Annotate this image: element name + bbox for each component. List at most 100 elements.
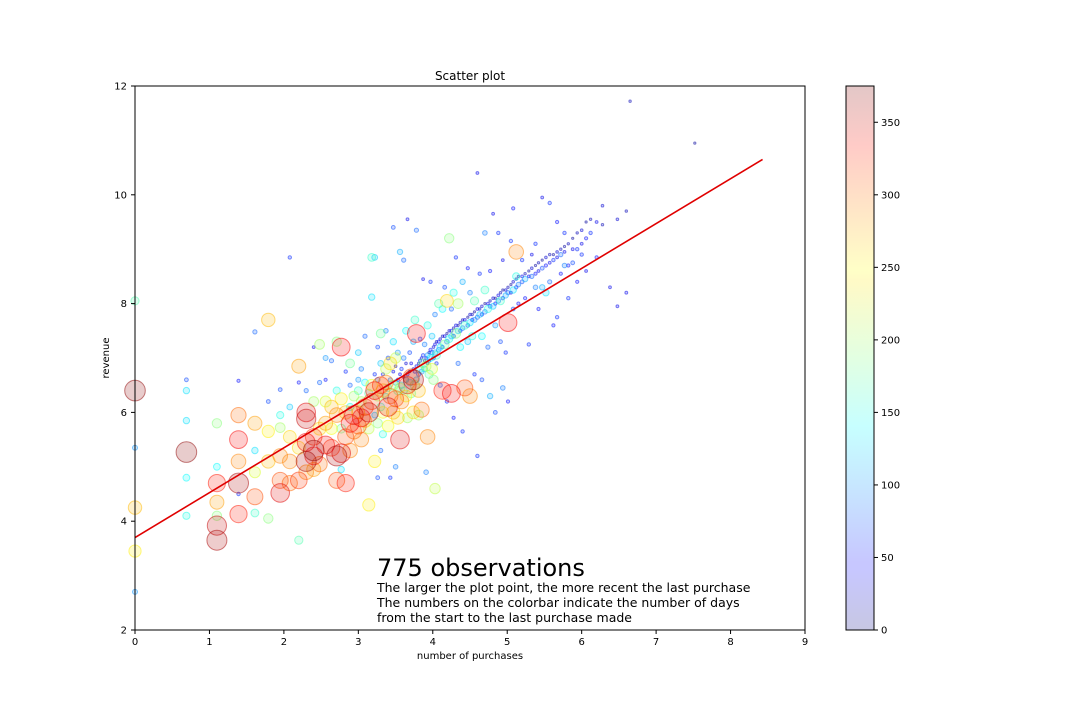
scatter-point [439, 339, 450, 350]
scatter-point [558, 252, 564, 258]
scatter-point [316, 435, 336, 455]
scatter-point [624, 209, 628, 213]
scatter-point [459, 278, 466, 285]
scatter-point [536, 269, 541, 273]
scatter-point [464, 338, 472, 346]
scatter-point [282, 453, 298, 470]
scatter-point [423, 469, 429, 476]
scatter-point [398, 372, 402, 377]
colorbar-tick-label: 50 [881, 553, 894, 564]
scatter-point [391, 369, 396, 374]
y-tick-label: 12 [114, 82, 127, 93]
scatter-point [544, 255, 548, 260]
scatter-point [608, 285, 612, 290]
scatter-point [296, 408, 317, 429]
scatter-point [444, 233, 455, 244]
x-tick-label: 6 [578, 637, 584, 648]
scatter-point [211, 418, 223, 429]
scatter-point [571, 236, 575, 240]
scatter-point [367, 253, 377, 262]
scatter-point [392, 464, 399, 470]
scatter-point [469, 296, 480, 306]
scatter-point [584, 269, 588, 273]
scatter-point [547, 279, 553, 285]
scatter-point [362, 333, 368, 339]
colorbar-tick-label: 250 [881, 263, 900, 274]
scatter-point [388, 475, 393, 480]
scatter-point [236, 378, 241, 383]
y-tick-label: 8 [121, 299, 127, 310]
scatter-point [295, 450, 317, 472]
scatter-point [428, 279, 433, 284]
scatter-point [562, 250, 567, 254]
scatter-point [465, 266, 470, 271]
scatter-point [515, 281, 522, 288]
x-tick-label: 5 [504, 637, 510, 648]
scatter-point [466, 315, 470, 319]
scatter-point [508, 244, 525, 260]
scatter-point [343, 369, 348, 374]
scatter-point [511, 206, 516, 211]
scatter-point [334, 392, 348, 406]
scatter-point [368, 454, 382, 468]
scatter-point [584, 236, 589, 241]
scatter-point [229, 430, 248, 450]
x-axis-label: number of purchases [417, 651, 523, 662]
scatter-point [421, 277, 426, 282]
scatter-point [492, 410, 498, 415]
scatter-point [500, 258, 505, 263]
scatter-point [584, 220, 588, 224]
scatter-point [263, 513, 274, 524]
scatter-point [451, 415, 456, 420]
scatter-point [182, 386, 191, 395]
scatter-point [492, 322, 499, 329]
scatter-point [575, 231, 579, 235]
scatter-point [322, 355, 329, 361]
scatter-point [624, 290, 629, 295]
scatter-point [419, 429, 436, 445]
scatter-point [282, 430, 297, 444]
scatter-point [407, 324, 426, 343]
scatter-point [450, 328, 462, 339]
colorbar-tick-label: 100 [881, 480, 900, 491]
annotation-line-1: The larger the plot point, the more rece… [376, 580, 751, 595]
scatter-point [372, 372, 377, 377]
scatter-point [358, 402, 379, 423]
scatter-point [411, 383, 426, 398]
scatter-point [348, 390, 360, 402]
scatter-point [468, 312, 472, 317]
scatter-point [480, 304, 484, 309]
colorbar-tick-label: 0 [881, 626, 887, 637]
scatter-point [182, 511, 191, 520]
scatter-point [480, 285, 490, 295]
colorbar-tick-label: 350 [881, 118, 900, 129]
scatter-point [527, 269, 531, 273]
scatter-point [429, 482, 441, 495]
scatter-point [482, 230, 488, 236]
x-tick-label: 9 [802, 637, 808, 648]
scatter-point [479, 377, 485, 383]
colorbar-ticks: 0 50 100 150 200 250 300 350 [874, 118, 900, 637]
scatter-point [326, 445, 348, 467]
scatter-point [442, 384, 461, 403]
scatter-point [345, 358, 356, 369]
scatter-point [588, 217, 593, 222]
data-points [124, 99, 697, 595]
scatter-point [505, 399, 511, 404]
scatter-point [498, 339, 503, 345]
colorbar-tick-label: 150 [881, 408, 900, 419]
scatter-point [523, 296, 528, 301]
scatter-point [551, 253, 556, 257]
scatter-point [570, 247, 575, 252]
scatter-point [547, 200, 552, 206]
scatter-point [477, 271, 482, 276]
scatter-point [536, 306, 541, 312]
scatter-point [554, 315, 560, 320]
scatter-point [375, 328, 386, 339]
scatter-point [294, 535, 304, 545]
scatter-point [387, 390, 405, 408]
x-axis-ticks: 0 1 2 3 4 5 6 7 8 9 [132, 630, 808, 648]
scatter-point [475, 307, 480, 311]
scatter-point [433, 342, 437, 347]
scatter-point [462, 318, 467, 322]
